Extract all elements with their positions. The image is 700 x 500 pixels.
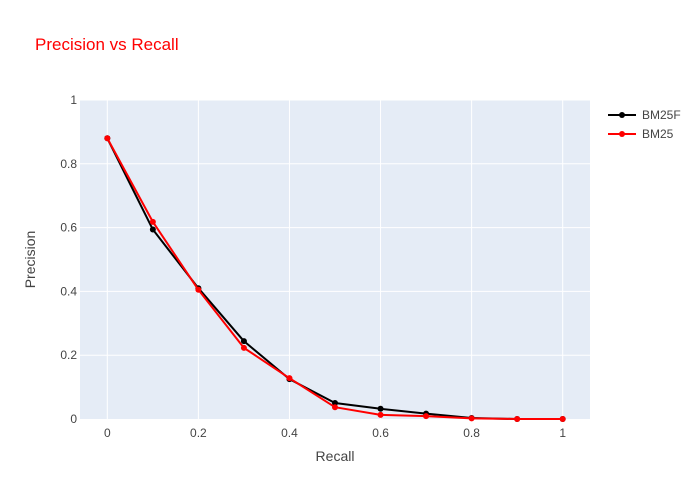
- data-point-bm25-3: [240, 344, 247, 351]
- x-tick-label-5: 1: [559, 426, 566, 440]
- data-point-bm25-6: [377, 411, 384, 418]
- x-axis-title: Recall: [316, 448, 355, 464]
- y-tick-label-1: 0.2: [60, 348, 77, 362]
- data-point-bm25f-5: [332, 400, 338, 407]
- data-point-bm25-1: [149, 218, 156, 225]
- y-axis-title: Precision: [22, 231, 38, 289]
- x-tick-label-0: 0: [104, 426, 111, 440]
- legend-label-bm25f: BM25F: [642, 108, 681, 122]
- data-point-bm25-9: [514, 416, 521, 422]
- series-layer: [104, 135, 566, 422]
- chart-title: Precision vs Recall: [35, 35, 179, 54]
- data-point-bm25-4: [286, 375, 293, 382]
- data-point-bm25f-1: [149, 226, 156, 233]
- y-tick-label-0: 0: [70, 412, 77, 426]
- legend-marker-bm25: [619, 131, 625, 137]
- legend[interactable]: BM25F BM25: [608, 108, 681, 141]
- x-tick-label-3: 0.6: [372, 426, 389, 440]
- data-point-bm25f-3: [240, 338, 247, 345]
- y-tick-label-2: 0.4: [60, 284, 77, 298]
- y-tick-label-4: 0.8: [60, 157, 77, 171]
- legend-item-bm25f[interactable]: BM25F: [608, 108, 681, 122]
- x-tick-label-4: 0.8: [463, 426, 480, 440]
- grid-lines: [80, 99, 590, 419]
- x-axis-ticks: 0 0.2 0.4 0.6 0.8 1: [104, 426, 566, 440]
- x-tick-label-2: 0.4: [281, 426, 298, 440]
- data-point-bm25-2: [195, 286, 202, 293]
- legend-item-bm25[interactable]: BM25: [608, 127, 674, 141]
- y-tick-label-3: 0.6: [60, 221, 77, 235]
- data-point-bm25-7: [423, 413, 430, 420]
- series-bm25: [104, 135, 566, 422]
- data-point-bm25-10: [559, 416, 566, 422]
- plot-area: [80, 100, 590, 419]
- legend-label-bm25: BM25: [642, 127, 674, 141]
- data-point-bm25-8: [468, 415, 475, 422]
- legend-marker-bm25f: [619, 112, 625, 118]
- y-tick-label-5: 1: [70, 93, 77, 107]
- data-point-bm25f-6: [377, 405, 384, 412]
- x-tick-label-1: 0.2: [190, 426, 207, 440]
- data-point-bm25-0: [104, 135, 111, 142]
- y-axis-ticks: 0 0.2 0.4 0.6 0.8 1: [60, 93, 77, 426]
- data-point-bm25-5: [332, 404, 338, 411]
